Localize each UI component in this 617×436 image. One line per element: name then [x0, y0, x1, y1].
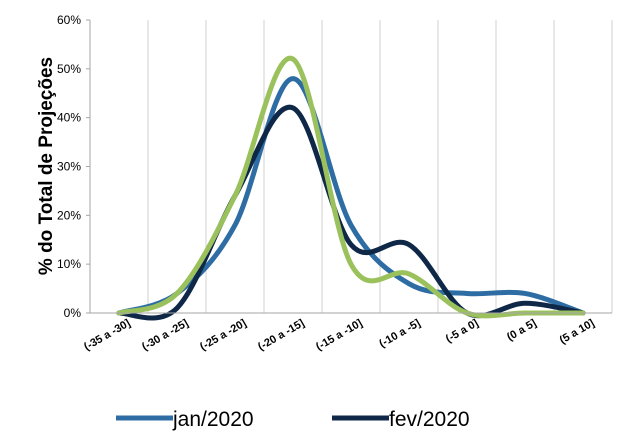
- legend-label-fev-2020: fev/2020: [389, 408, 470, 431]
- y-axis-label: % do Total de Projeções: [36, 57, 57, 275]
- series-line-unlabeled-2: [116, 55, 586, 319]
- y-tick-label: 50%: [57, 62, 81, 76]
- series-line-jan-2020: [116, 76, 586, 316]
- y-tick-label: 20%: [57, 208, 81, 222]
- x-tick-labels: (-35 a -30] (-30 a -25] (-25 a -20] (-20 a …: [82, 317, 597, 353]
- series-lines: [116, 55, 586, 321]
- legend-label-jan-2020: jan/2020: [172, 408, 254, 431]
- legend: jan/2020 fev/2020: [116, 408, 470, 431]
- x-tick-label: (0 a 5]: [505, 317, 539, 343]
- axes: [86, 19, 612, 314]
- x-tick-label: (5 a 10]: [558, 317, 597, 347]
- y-tick-label: 10%: [57, 257, 81, 271]
- x-tick-label: (-5 a 0]: [444, 317, 481, 345]
- x-tick-label: (-15 a -10]: [314, 317, 365, 353]
- x-tick-label: (-25 a -20]: [198, 317, 249, 353]
- x-tick-label: (-30 a -25]: [140, 317, 191, 353]
- y-tick-labels: 0% 10% 20% 30% 40% 50% 60%: [57, 13, 81, 320]
- x-tick-label: (-20 a -15]: [256, 317, 307, 353]
- y-tick-label: 40%: [57, 111, 81, 125]
- y-tick-label: 60%: [57, 13, 81, 27]
- x-tick-label: (-10 a -5]: [377, 317, 422, 350]
- grid: [147, 20, 613, 313]
- x-tick-label: (-35 a -30]: [82, 317, 133, 353]
- y-tick-label: 30%: [57, 160, 81, 174]
- y-tick-label: 0%: [64, 306, 82, 320]
